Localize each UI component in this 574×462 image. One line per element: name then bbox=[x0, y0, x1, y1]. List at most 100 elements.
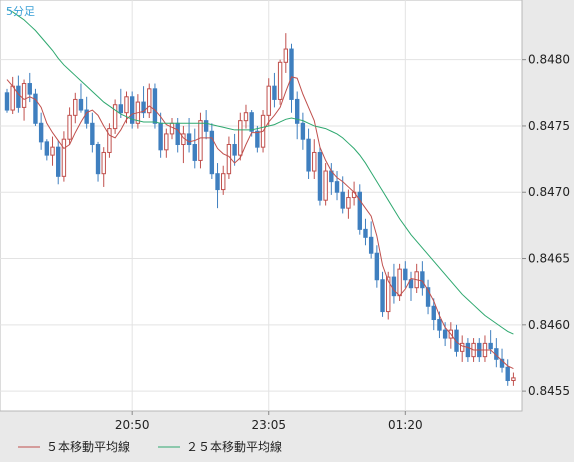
candle-body-down bbox=[488, 342, 493, 350]
candle-body-down bbox=[368, 236, 374, 254]
candle-body-down bbox=[203, 120, 209, 132]
candle-body-up bbox=[21, 83, 27, 108]
candle-body-down bbox=[294, 98, 300, 124]
candle-body-up bbox=[73, 98, 78, 116]
candle-body-up bbox=[460, 342, 465, 352]
candle-body-down bbox=[186, 133, 192, 146]
candle-body-up bbox=[243, 112, 249, 122]
candle-body-up bbox=[67, 114, 72, 140]
y-tick-label: 0.8480 bbox=[528, 53, 570, 67]
candle-body-down bbox=[380, 279, 385, 313]
candle-body-up bbox=[226, 144, 232, 175]
candle-body-up bbox=[124, 96, 129, 114]
candle-body-up bbox=[323, 170, 328, 201]
legend: ５本移動平均線 ２５本移動平均線 bbox=[18, 439, 282, 454]
candle-body-down bbox=[118, 104, 123, 114]
candle-body-down bbox=[465, 342, 471, 358]
x-tick-label: 20:50 bbox=[115, 418, 150, 432]
candle-body-down bbox=[38, 122, 44, 143]
candle-body-down bbox=[78, 98, 84, 111]
candle-body-down bbox=[306, 138, 311, 172]
y-tick-label: 0.8470 bbox=[528, 185, 570, 199]
candle-body-down bbox=[129, 96, 135, 124]
candle-body-up bbox=[397, 268, 402, 297]
candle-body-down bbox=[420, 271, 425, 289]
candle-body-down bbox=[56, 146, 61, 177]
candle-body-down bbox=[16, 85, 21, 108]
candle-body-down bbox=[317, 151, 323, 201]
candle-body-up bbox=[312, 151, 317, 172]
candle-body-down bbox=[33, 93, 38, 124]
candle-body-down bbox=[363, 228, 368, 238]
candle-body-down bbox=[300, 122, 306, 140]
candle-body-down bbox=[255, 130, 260, 148]
candle-body-up bbox=[386, 276, 391, 313]
legend-label: ５本移動平均線 bbox=[46, 439, 130, 454]
candle-body-down bbox=[408, 279, 414, 289]
candle-body-down bbox=[454, 329, 459, 352]
y-tick-label: 0.8475 bbox=[528, 119, 570, 133]
candle-body-down bbox=[340, 191, 345, 209]
candle-body-down bbox=[272, 85, 277, 100]
candle-body-down bbox=[141, 101, 146, 114]
y-tick-label: 0.8465 bbox=[528, 252, 570, 266]
candle-body-down bbox=[27, 83, 32, 95]
candle-body-down bbox=[425, 287, 431, 307]
candle-body-down bbox=[357, 191, 362, 230]
candle-body-down bbox=[334, 181, 340, 193]
candle-body-down bbox=[289, 48, 294, 100]
y-tick-label: 0.8460 bbox=[528, 318, 570, 332]
x-tick-label: 23:05 bbox=[251, 418, 286, 432]
x-tick-label: 01:20 bbox=[388, 418, 423, 432]
candle-body-down bbox=[95, 144, 101, 175]
candle-body-down bbox=[158, 122, 163, 151]
candle-body-up bbox=[198, 120, 203, 161]
candle-body-up bbox=[101, 151, 106, 175]
legend-label: ２５本移動平均線 bbox=[186, 439, 282, 454]
candle-body-down bbox=[232, 144, 237, 156]
candle-body-up bbox=[238, 120, 243, 156]
candle-body-down bbox=[499, 358, 505, 368]
candle-body-up bbox=[50, 146, 55, 156]
candle-body-down bbox=[84, 109, 89, 124]
ma25-line bbox=[6, 8, 514, 335]
candle-body-up bbox=[283, 48, 289, 63]
candle-body-up bbox=[147, 88, 152, 114]
candle-body-up bbox=[112, 104, 118, 130]
candle-body-down bbox=[403, 268, 408, 281]
candle-body-down bbox=[431, 305, 436, 321]
candle-body-down bbox=[437, 319, 442, 331]
candle-body-up bbox=[164, 133, 169, 151]
candle-body-down bbox=[90, 122, 95, 146]
candle-body-down bbox=[44, 141, 50, 156]
moving-averages bbox=[6, 8, 514, 370]
timeframe-label: 5分足 bbox=[6, 5, 35, 18]
candle-body-up bbox=[266, 85, 271, 116]
candle-body-down bbox=[505, 366, 510, 382]
candle-body-up bbox=[10, 85, 15, 111]
candle-body-down bbox=[192, 144, 197, 161]
candle-body-down bbox=[249, 112, 254, 132]
candle-body-up bbox=[107, 128, 112, 153]
candles bbox=[4, 33, 516, 386]
candle-body-down bbox=[4, 92, 10, 111]
candle-body-up bbox=[346, 197, 351, 209]
candle-body-down bbox=[209, 130, 215, 175]
candle-body-up bbox=[221, 173, 226, 191]
y-tick-label: 0.8455 bbox=[528, 384, 570, 398]
x-axis: 20:50 23:05 01:20 bbox=[115, 411, 423, 432]
candle-body-up bbox=[169, 122, 175, 135]
candle-body-up bbox=[61, 138, 67, 177]
plot-area bbox=[0, 0, 523, 412]
candle-body-up bbox=[277, 61, 283, 100]
y-axis: 0.8455 0.8460 0.8465 0.8470 0.8475 0.8480 bbox=[522, 53, 570, 398]
candle-body-down bbox=[152, 88, 158, 124]
ma5-line bbox=[6, 76, 514, 370]
candle-body-down bbox=[391, 276, 397, 297]
candle-body-up bbox=[511, 377, 516, 382]
candle-body-down bbox=[374, 252, 380, 281]
candle-body-down bbox=[175, 122, 180, 146]
candle-body-down bbox=[442, 329, 448, 339]
